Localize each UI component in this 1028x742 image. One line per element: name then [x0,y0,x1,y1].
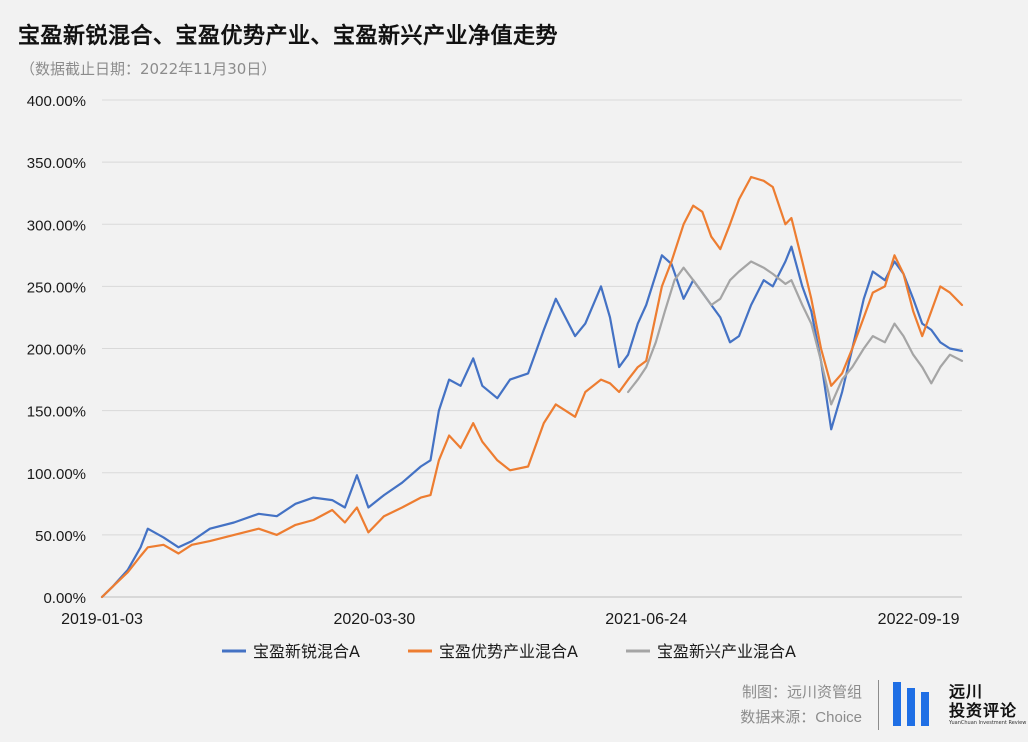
y-tick-label: 150.00% [27,404,86,421]
grid-lines [102,99,962,598]
x-tick-label: 2019-01-03 [61,611,143,628]
legend-label: 宝盈新兴产业混合A [657,642,796,661]
y-tick-label: 300.00% [27,217,86,234]
chart-legend: 宝盈新锐混合A 宝盈优势产业混合A 宝盈新兴产业混合A [222,642,796,661]
brand-logo: 远川 投资评论 YuanChuan Investment Review [893,682,1027,728]
logo-bars-icon [893,682,929,726]
x-tick-label: 2021-06-24 [605,611,687,628]
page-title: 宝盈新锐混合、宝盈优势产业、宝盈新兴产业净值走势 [18,24,559,49]
footer-credit: 制图：远川资管组 数据来源：Choice [740,680,862,730]
series-line-3 [626,260,964,406]
legend-label: 宝盈新锐混合A [253,642,360,661]
y-tick-label: 250.00% [27,279,86,296]
footer-divider [878,680,879,730]
x-tick-label: 2020-03-30 [333,611,415,628]
series-line-1 [100,245,964,599]
logo-name-line2: 投资评论 [949,701,1018,720]
logo-name-line1: 远川 [949,682,984,701]
series-lines [100,175,964,599]
page-subtitle: （数据截止日期：2022年11月30日） [20,60,277,78]
y-tick-label: 100.00% [27,466,86,483]
x-tick-label: 2022-09-19 [878,611,960,628]
maker-credit: 制图：远川资管组 [741,684,862,701]
y-tick-label: 50.00% [35,528,86,545]
series-line-2 [100,175,964,599]
logo-name: 远川 投资评论 [949,682,1017,720]
logo-tagline: YuanChuan Investment Review [949,720,1027,726]
y-tick-label: 400.00% [27,93,86,110]
y-tick-label: 350.00% [27,155,86,172]
y-axis-ticks: 0.00% 50.00% 100.00% 150.00% 200.00% 250.00% 3… [27,93,86,607]
x-axis-ticks: 2019-01-03 2020-03-30 2021-06-24 2022-09-19 [61,611,960,628]
y-tick-label: 0.00% [43,590,86,607]
y-tick-label: 200.00% [27,342,86,359]
data-source: 数据来源：Choice [740,709,862,726]
legend-label: 宝盈优势产业混合A [439,642,578,661]
